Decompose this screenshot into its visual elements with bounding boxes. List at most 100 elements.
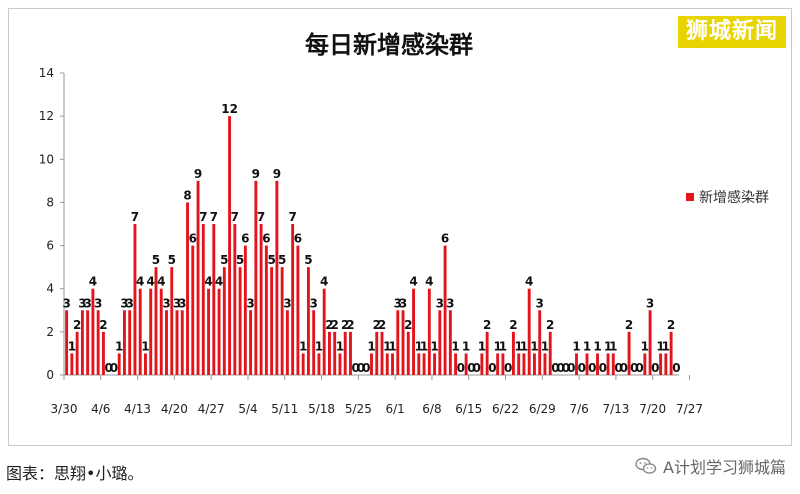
- wechat-icon: [635, 457, 657, 474]
- data-label: 0: [472, 361, 480, 375]
- data-labels: 3123343200133741454353386974745127563976…: [62, 102, 680, 375]
- bar: [133, 224, 137, 375]
- data-label: 3: [62, 296, 70, 310]
- data-label: 3: [283, 296, 291, 310]
- data-label: 1: [462, 339, 470, 353]
- data-label: 7: [231, 210, 239, 224]
- bar: [385, 353, 389, 375]
- data-label: 2: [625, 318, 633, 332]
- bar: [417, 353, 421, 375]
- x-tick-label: 6/1: [385, 402, 404, 416]
- bar: [170, 267, 174, 375]
- data-label: 6: [262, 232, 270, 246]
- data-label: 1: [583, 339, 591, 353]
- y-tick-label: 2: [46, 325, 54, 339]
- bar: [380, 331, 384, 375]
- bar: [270, 267, 274, 375]
- data-label: 1: [520, 339, 528, 353]
- x-tick-label: 6/15: [455, 402, 482, 416]
- data-label: 7: [131, 210, 139, 224]
- data-label: 4: [157, 275, 165, 289]
- data-label: 1: [493, 339, 501, 353]
- data-label: 1: [430, 339, 438, 353]
- bar: [285, 310, 289, 375]
- bar: [228, 116, 232, 376]
- bar: [464, 353, 468, 375]
- data-label: 2: [483, 318, 491, 332]
- data-label: 3: [78, 296, 86, 310]
- x-tick-label: 7/27: [676, 402, 703, 416]
- data-label: 1: [641, 339, 649, 353]
- data-label: 2: [73, 318, 81, 332]
- bar: [480, 353, 484, 375]
- data-label: 0: [651, 361, 659, 375]
- x-tick-label: 5/18: [308, 402, 335, 416]
- data-label: 3: [173, 296, 181, 310]
- data-label: 4: [409, 275, 417, 289]
- x-tick-label: 7/20: [639, 402, 666, 416]
- bar: [496, 353, 500, 375]
- data-label: 0: [614, 361, 622, 375]
- bar: [370, 353, 373, 375]
- bar: [575, 353, 578, 375]
- data-label: 0: [567, 361, 575, 375]
- caption: 图表：思翔•小璐。: [6, 464, 144, 483]
- data-label: 7: [288, 210, 296, 224]
- data-label: 2: [404, 318, 412, 332]
- bar: [264, 245, 268, 375]
- data-label: 1: [415, 339, 423, 353]
- data-label: 0: [504, 361, 512, 375]
- bar: [338, 353, 342, 375]
- data-label: 5: [168, 253, 176, 267]
- data-label: 1: [656, 339, 664, 353]
- bar: [222, 267, 226, 375]
- bar: [659, 353, 663, 375]
- data-label: 3: [394, 296, 402, 310]
- data-label: 0: [599, 361, 607, 375]
- data-label: 4: [204, 275, 212, 289]
- data-label: 6: [294, 232, 302, 246]
- y-tick-label: 10: [39, 152, 54, 166]
- data-label: 1: [451, 339, 459, 353]
- data-label: 1: [420, 339, 428, 353]
- bar: [422, 353, 426, 375]
- bar: [533, 353, 536, 375]
- x-tick-label: 6/8: [422, 402, 441, 416]
- data-label: 1: [662, 339, 670, 353]
- data-label: 5: [220, 253, 228, 267]
- legend: 新增感染群: [686, 189, 769, 206]
- bar: [511, 331, 515, 375]
- bar: [548, 331, 552, 375]
- data-label: 1: [336, 339, 344, 353]
- y-tick-label: 4: [46, 282, 54, 296]
- data-label: 1: [593, 339, 601, 353]
- bar: [669, 331, 673, 375]
- bar: [128, 310, 132, 375]
- bar: [396, 310, 400, 375]
- data-label: 1: [383, 339, 391, 353]
- x-tick-label: 6/29: [529, 402, 556, 416]
- bar: [664, 353, 668, 375]
- bar: [207, 288, 210, 375]
- bar: [543, 353, 547, 375]
- data-label: 9: [273, 167, 281, 181]
- bar: [165, 310, 168, 375]
- bar: [427, 288, 431, 375]
- data-label: 0: [457, 361, 465, 375]
- bar: [238, 267, 242, 375]
- bar: [96, 310, 100, 375]
- bar: [217, 288, 221, 375]
- data-label: 8: [183, 188, 191, 202]
- data-label: 4: [525, 275, 533, 289]
- data-label: 1: [478, 339, 486, 353]
- bar: [322, 288, 326, 375]
- bar: [291, 224, 295, 375]
- bar: [343, 331, 347, 375]
- data-label: 1: [530, 339, 538, 353]
- bar: [86, 310, 90, 375]
- bar: [412, 288, 415, 375]
- data-label: 3: [436, 296, 444, 310]
- data-label: 2: [509, 318, 517, 332]
- y-tick-label: 8: [46, 195, 54, 209]
- bar: [233, 224, 237, 375]
